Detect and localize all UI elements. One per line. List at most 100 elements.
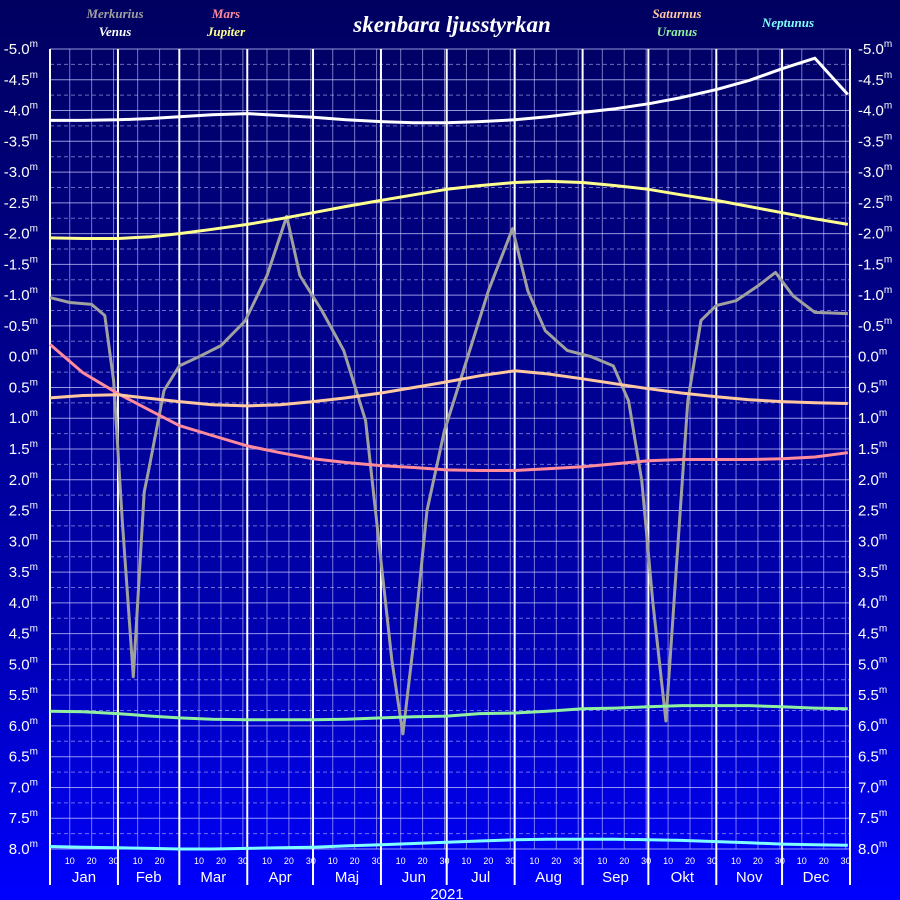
- day-tick-label: 20: [753, 856, 763, 866]
- tick-text: -2.5: [858, 195, 884, 212]
- unit-superscript: m: [884, 162, 892, 173]
- y-tick-label-right: 6.5m: [858, 747, 887, 766]
- tick-text: 7.5: [9, 810, 30, 827]
- day-tick-label: 30: [238, 856, 248, 866]
- month-label: Jul: [471, 869, 490, 886]
- day-tick-label: 10: [396, 856, 406, 866]
- y-tick-label-right: 1.5m: [858, 439, 887, 458]
- day-tick-label: 30: [505, 856, 515, 866]
- y-tick-label: -5.0m: [4, 39, 38, 58]
- month-label: Feb: [136, 869, 162, 886]
- tick-text: 1.0: [9, 410, 30, 427]
- tick-text: -4.0: [4, 103, 30, 120]
- unit-superscript: m: [884, 70, 892, 81]
- y-tick-label-right: 5.5m: [858, 685, 887, 704]
- unit-superscript: m: [879, 377, 887, 388]
- tick-text: 2.0: [9, 472, 30, 489]
- unit-superscript: m: [30, 654, 38, 665]
- y-tick-label: 6.5m: [9, 747, 38, 766]
- month-label: Aug: [535, 869, 562, 886]
- day-tick-label: 30: [306, 856, 316, 866]
- y-tick-label: -0.5m: [4, 316, 38, 335]
- unit-superscript: m: [30, 501, 38, 512]
- y-tick-label-right: -4.5m: [858, 70, 892, 89]
- unit-superscript: m: [884, 316, 892, 327]
- y-tick-label: -4.5m: [4, 70, 38, 89]
- unit-superscript: m: [30, 101, 38, 112]
- day-tick-label: 10: [133, 856, 143, 866]
- month-label: Jun: [402, 869, 426, 886]
- legend-entry: Venus: [99, 24, 132, 39]
- y-tick-label: 7.0m: [9, 777, 38, 796]
- series-line: [50, 56, 849, 125]
- series-line: [49, 837, 848, 851]
- tick-text: 8.0: [858, 841, 879, 858]
- tick-text: -3.5: [4, 133, 30, 150]
- tick-text: 4.5: [9, 626, 30, 643]
- chart-title: skenbara ljusstyrkan: [352, 12, 550, 37]
- unit-superscript: m: [30, 254, 38, 265]
- day-tick-label: 30: [573, 856, 583, 866]
- day-tick-label: 30: [775, 856, 785, 866]
- day-tick-label: 20: [87, 856, 97, 866]
- unit-superscript: m: [884, 224, 892, 235]
- tick-text: -1.5: [4, 256, 30, 273]
- month-label: Sep: [602, 869, 629, 886]
- y-tick-label-right: 7.5m: [858, 808, 887, 827]
- day-tick-label: 20: [216, 856, 226, 866]
- y-tick-label: 5.0m: [9, 654, 38, 673]
- month-label: Mar: [200, 869, 226, 886]
- month-label: Dec: [803, 869, 830, 886]
- y-tick-label: -1.5m: [4, 254, 38, 273]
- series-line: [49, 369, 848, 408]
- day-tick-label: 20: [155, 856, 165, 866]
- tick-text: 4.0: [9, 595, 30, 612]
- y-tick-label-right: 2.5m: [858, 501, 887, 520]
- y-tick-label: 7.5m: [9, 808, 38, 827]
- y-tick-label-right: -4.0m: [858, 101, 892, 120]
- day-tick-label: 10: [262, 856, 272, 866]
- unit-superscript: m: [879, 562, 887, 573]
- unit-superscript: m: [30, 285, 38, 296]
- y-tick-label-right: 2.0m: [858, 470, 887, 489]
- y-tick-label-right: -1.5m: [858, 254, 892, 273]
- unit-superscript: m: [884, 101, 892, 112]
- unit-superscript: m: [879, 531, 887, 542]
- tick-text: 6.0: [9, 718, 30, 735]
- y-tick-label: -2.5m: [4, 193, 38, 212]
- y-tick-label-right: 8.0m: [858, 839, 887, 858]
- day-tick-label: 10: [797, 856, 807, 866]
- tick-text: 1.5: [858, 441, 879, 458]
- day-tick-label: 10: [663, 856, 673, 866]
- unit-superscript: m: [30, 531, 38, 542]
- tick-text: -0.5: [858, 318, 884, 335]
- unit-superscript: m: [30, 131, 38, 142]
- legend-entry: Merkurius: [85, 6, 143, 21]
- y-tick-label: 5.5m: [9, 685, 38, 704]
- day-tick-label: 30: [641, 856, 651, 866]
- y-tick-label-right: 0.0m: [858, 347, 887, 366]
- y-tick-label-right: -1.0m: [858, 285, 892, 304]
- legend-entry: Saturnus: [652, 6, 701, 21]
- month-label: Okt: [671, 869, 695, 886]
- legend-entry: Uranus: [657, 24, 697, 39]
- tick-text: -2.0: [4, 226, 30, 243]
- tick-text: -2.0: [858, 226, 884, 243]
- tick-text: -0.5: [4, 318, 30, 335]
- tick-text: 1.5: [9, 441, 30, 458]
- day-tick-label: 10: [529, 856, 539, 866]
- tick-text: -3.5: [858, 133, 884, 150]
- grid: [49, 48, 851, 885]
- tick-text: 3.0: [9, 533, 30, 550]
- x-axis-label: 2021: [430, 886, 463, 900]
- month-label: Apr: [268, 869, 291, 886]
- tick-text: -3.0: [858, 164, 884, 181]
- y-tick-label: -2.0m: [4, 224, 38, 243]
- y-tick-label: 1.5m: [9, 439, 38, 458]
- unit-superscript: m: [884, 39, 892, 50]
- day-tick-label: 10: [65, 856, 75, 866]
- series-line: [49, 179, 849, 240]
- unit-superscript: m: [879, 408, 887, 419]
